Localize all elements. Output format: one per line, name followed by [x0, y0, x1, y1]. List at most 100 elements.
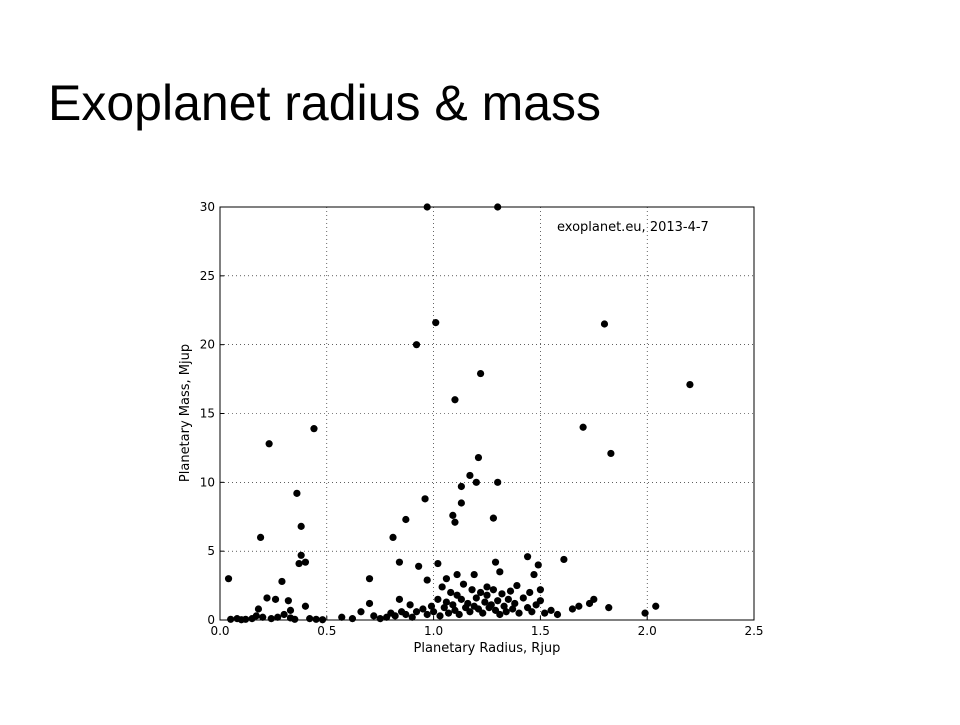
data-point: [301, 558, 310, 566]
data-point: [489, 514, 498, 522]
data-point: [466, 471, 474, 480]
data-point: [468, 586, 476, 594]
data-point: [528, 608, 536, 616]
data-point: [312, 615, 320, 623]
data-point: [483, 591, 491, 599]
data-point: [474, 453, 483, 462]
data-point: [440, 604, 448, 612]
data-point: [600, 320, 609, 328]
data-point: [365, 599, 374, 608]
data-point: [430, 608, 438, 616]
data-point: [455, 610, 463, 619]
data-point: [415, 562, 423, 570]
data-point: [293, 489, 301, 497]
data-point: [267, 615, 275, 623]
y-tick-label: 10: [200, 475, 215, 489]
data-point: [389, 533, 397, 542]
data-point: [481, 598, 489, 606]
data-point: [494, 478, 502, 486]
data-point: [278, 577, 286, 586]
data-point: [502, 608, 510, 616]
data-point: [259, 613, 267, 621]
data-point: [547, 606, 555, 614]
data-point: [365, 575, 374, 583]
data-point: [265, 440, 273, 448]
data-point: [491, 558, 500, 566]
data-point: [357, 608, 365, 616]
data-point: [451, 518, 459, 526]
data-point: [686, 380, 694, 389]
data-point: [423, 576, 431, 584]
data-point: [453, 570, 461, 579]
y-tick-label: 0: [207, 613, 215, 627]
data-point: [472, 478, 480, 486]
slide-title: Exoplanet radius & mass: [48, 75, 601, 131]
data-point: [504, 595, 512, 603]
x-tick-label: 1.5: [531, 624, 550, 638]
data-point: [423, 203, 431, 211]
data-point: [306, 615, 314, 623]
data-point: [449, 511, 457, 519]
data-point: [434, 559, 442, 568]
data-point: [449, 601, 457, 609]
y-axis-label: Planetary Mass, Mjup: [178, 344, 193, 482]
data-point: [470, 570, 478, 579]
data-point: [530, 570, 538, 579]
data-point: [318, 616, 327, 624]
data-point: [526, 588, 534, 597]
data-point: [652, 602, 660, 610]
data-point: [494, 597, 502, 605]
y-tick-label: 25: [200, 269, 215, 283]
x-tick-label: 2.0: [638, 624, 657, 638]
data-point: [419, 605, 427, 613]
data-point: [348, 615, 357, 623]
data-point: [483, 583, 491, 591]
data-point: [408, 613, 416, 621]
y-tick-label: 5: [207, 544, 215, 558]
data-point: [519, 594, 527, 602]
data-point: [297, 551, 305, 559]
data-point: [641, 609, 649, 617]
data-point: [423, 610, 431, 619]
data-point: [402, 515, 410, 524]
data-point: [509, 605, 517, 613]
data-point: [479, 609, 487, 617]
data-point: [444, 609, 453, 617]
data-point: [256, 533, 265, 542]
annotation: exoplanet.eu, 2013-4-7: [557, 220, 709, 235]
data-point: [575, 602, 583, 610]
data-point: [472, 594, 480, 602]
data-point: [402, 610, 410, 619]
data-point: [515, 609, 523, 617]
data-point: [274, 613, 282, 621]
data-point: [447, 588, 455, 597]
data-point: [487, 601, 495, 609]
data-point: [338, 613, 346, 621]
data-point: [607, 449, 615, 458]
x-tick-label: 0.0: [210, 624, 229, 638]
data-point: [412, 608, 421, 616]
data-point: [513, 581, 521, 590]
data-point: [553, 610, 562, 619]
data-point: [271, 595, 280, 603]
data-point: [291, 615, 299, 623]
x-tick-label: 1.0: [424, 624, 443, 638]
data-point: [536, 597, 545, 605]
y-tick-label: 15: [200, 407, 215, 421]
plot-frame: [219, 206, 755, 621]
data-point: [457, 499, 465, 507]
data-point: [227, 615, 235, 623]
x-tick-label: 2.5: [744, 624, 763, 638]
y-tick-label: 30: [200, 200, 215, 214]
data-point: [523, 553, 532, 561]
data-point: [438, 583, 446, 591]
data-point: [286, 606, 295, 614]
data-point: [605, 604, 613, 612]
data-point: [494, 203, 502, 211]
x-tick-label: 0.5: [317, 624, 336, 638]
data-point: [464, 599, 472, 608]
data-point: [301, 602, 310, 610]
data-point: [280, 610, 288, 619]
